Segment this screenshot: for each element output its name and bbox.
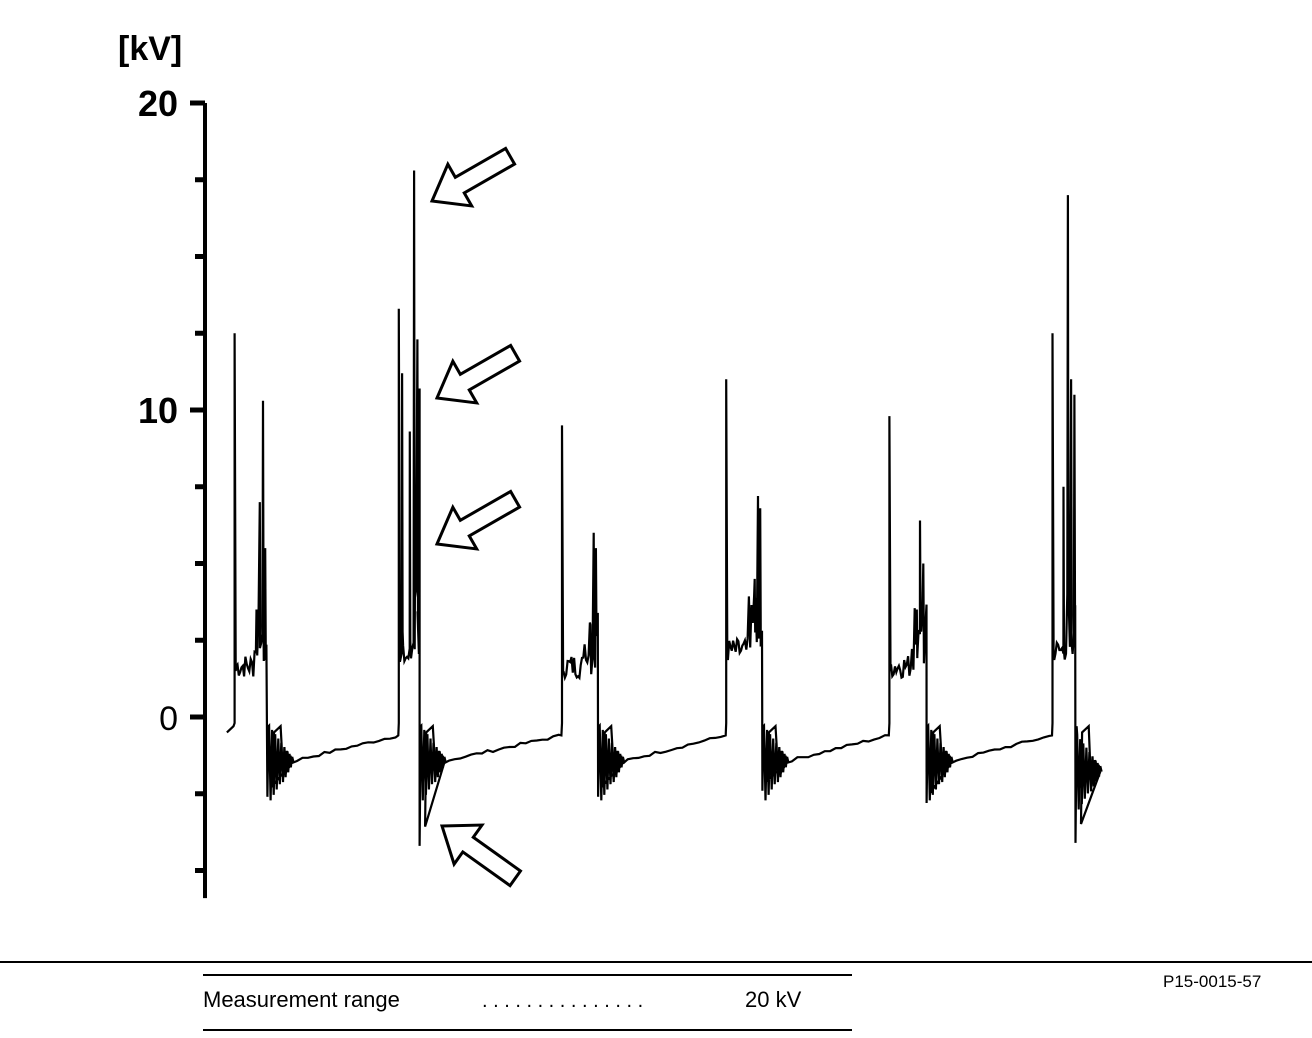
y-tick-label: 10 bbox=[138, 390, 178, 431]
arrow-icon bbox=[429, 146, 517, 208]
waveform bbox=[226, 170, 1103, 846]
annotation-arrows bbox=[429, 146, 523, 888]
y-axis-unit-label: [kV] bbox=[118, 30, 182, 68]
voltage-trace bbox=[226, 170, 1103, 846]
y-axis: 20 10 0 bbox=[138, 83, 207, 899]
y-tick-label: 20 bbox=[138, 83, 178, 124]
arrow-icon bbox=[439, 823, 523, 888]
y-tick-label: 0 bbox=[159, 700, 178, 738]
figure-id: P15-0015-57 bbox=[1163, 972, 1261, 991]
arrow-icon bbox=[434, 489, 522, 551]
measurement-range-value: 20 kV bbox=[745, 987, 802, 1012]
measurement-range-label: Measurement range bbox=[203, 987, 400, 1012]
arrow-icon bbox=[434, 343, 522, 405]
leader-dots: . . . . . . . . . . . . . . . bbox=[482, 990, 643, 1012]
